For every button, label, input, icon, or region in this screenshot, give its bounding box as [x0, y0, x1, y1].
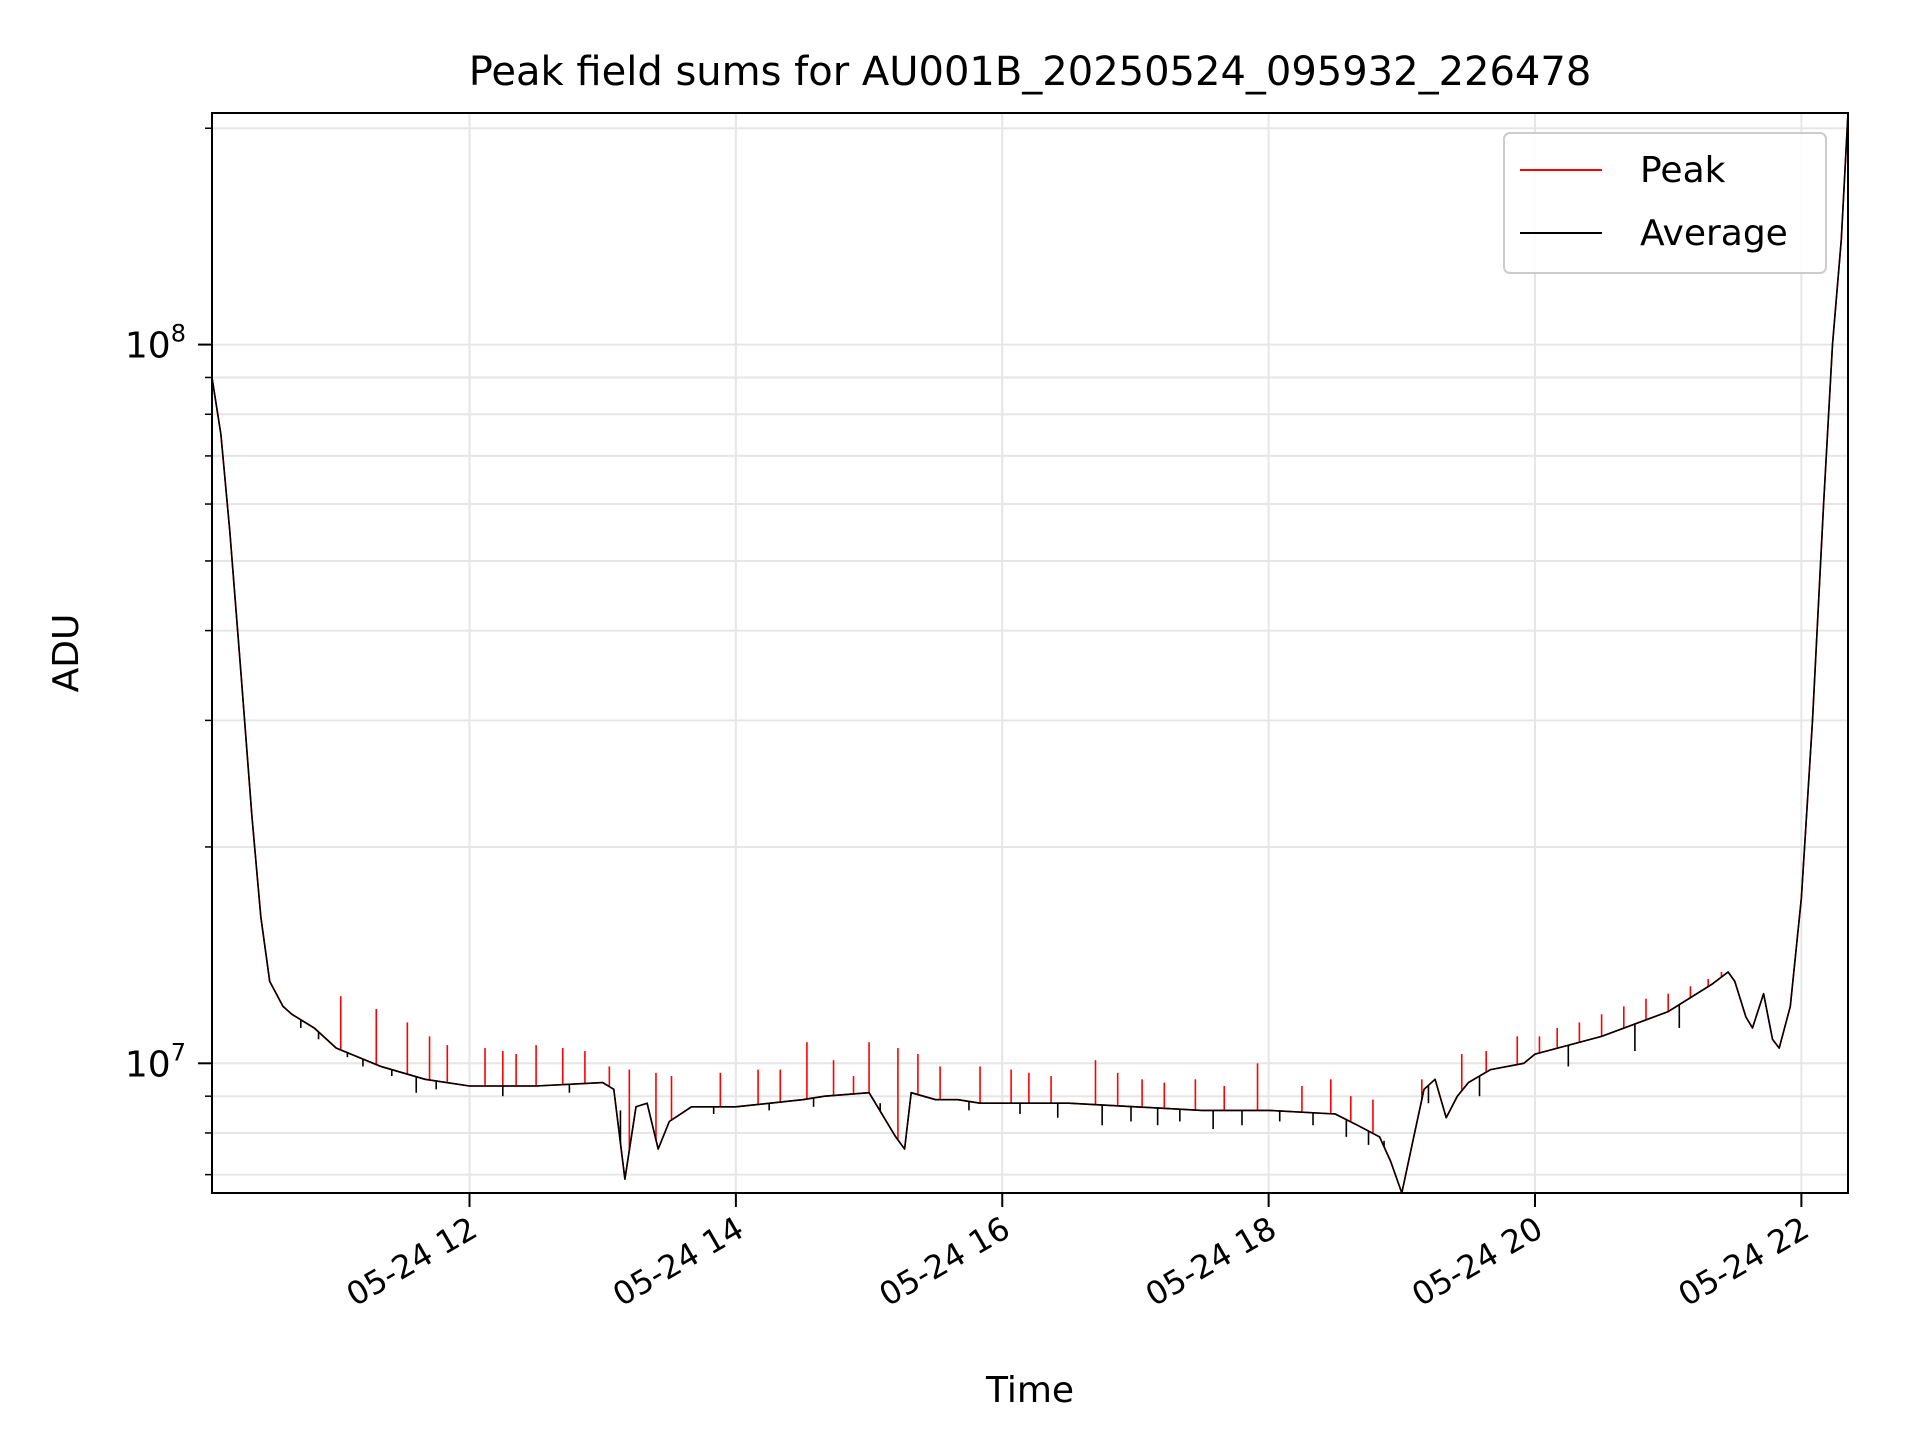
series-average — [212, 113, 1848, 1193]
legend-box — [1503, 132, 1827, 274]
plot-frame — [211, 112, 1849, 1194]
y-axis-label: ADU — [46, 614, 87, 693]
legend-label-average: Average — [1640, 213, 1788, 254]
legend: Peak Average — [1503, 132, 1827, 274]
x-axis-label: Time — [985, 1370, 1074, 1411]
y-tick-label: 108 — [125, 320, 186, 367]
series-line-average — [212, 113, 1848, 1193]
grid — [212, 113, 1848, 1193]
chart-title: Peak field sums for AU001B_20250524_0959… — [469, 49, 1592, 95]
y-tick-label: 107 — [125, 1038, 186, 1085]
plot-lines — [212, 113, 1848, 1193]
legend-label-peak: Peak — [1640, 150, 1726, 191]
